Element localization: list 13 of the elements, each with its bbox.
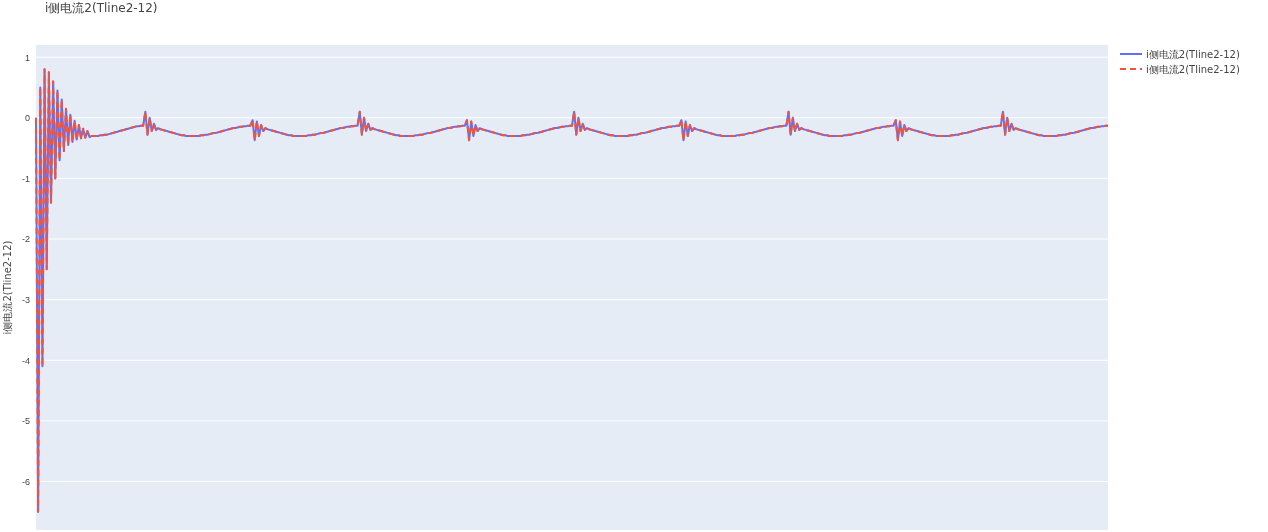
y-tick-label: -2	[21, 234, 30, 245]
y-tick-label: -4	[21, 355, 30, 366]
line-series	[35, 68, 1109, 513]
y-tick-label: 0	[24, 113, 30, 124]
y-tick-label: -3	[21, 295, 30, 306]
chart-title: i侧电流2(Tline2-12)	[45, 1, 158, 15]
y-tick-label: 1	[24, 52, 30, 63]
y-tick-label: -6	[21, 476, 30, 487]
y-tick-label: -1	[21, 173, 30, 184]
y-tick-label: -5	[21, 416, 30, 427]
y-axis-title: i侧电流2(Tline2-12)	[2, 240, 13, 335]
legend-label: i侧电流2(Tline2-12)	[1146, 49, 1240, 60]
legend-label: i侧电流2(Tline2-12)	[1146, 64, 1240, 75]
